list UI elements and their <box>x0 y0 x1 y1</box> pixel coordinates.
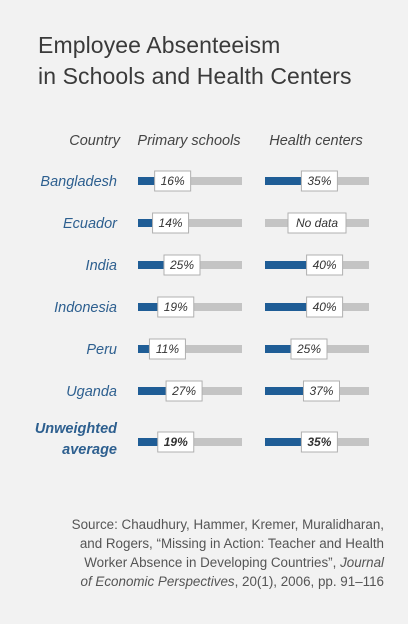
title-line-2: in Schools and Health Centers <box>38 63 352 89</box>
health-bar-peru <box>265 345 291 353</box>
source-journal-part-1: Journal <box>340 555 384 570</box>
country-label-india: India <box>86 258 117 274</box>
schools-bar-peru <box>138 345 150 353</box>
schools-label-box-india <box>163 254 201 276</box>
health-value-label-indonesia: 40% <box>313 300 337 314</box>
source-note: Source: Chaudhury, Hammer, Kremer, Mural… <box>32 515 384 591</box>
schools-value-label-unweighted-average: 19% <box>164 435 188 449</box>
country-label-bangladesh: Bangladesh <box>40 174 117 190</box>
health-bar-uganda <box>265 387 304 395</box>
schools-bar-ecuador <box>138 219 153 227</box>
health-label-box-uganda <box>302 380 340 402</box>
schools-bar-bangladesh <box>138 177 155 185</box>
country-label-uganda: Uganda <box>66 384 117 400</box>
schools-value-label-uganda: 27% <box>171 384 196 398</box>
schools-label-box-ecuador <box>152 212 190 234</box>
country-label-unweighted-average: Unweighted average <box>35 421 118 458</box>
absenteeism-chart: Country Primary schools Health centers B… <box>35 133 369 458</box>
source-line-2: and Rogers, “Missing in Action: Teacher … <box>79 536 384 551</box>
health-bar-unweighted-average <box>265 438 302 446</box>
schools-value-label-peru: 11% <box>156 342 179 356</box>
health-label-box-indonesia <box>306 296 344 318</box>
health-value-label-india: 40% <box>313 258 337 272</box>
health-value-label-bangladesh: 35% <box>307 174 331 188</box>
health-label-box-bangladesh <box>300 170 338 192</box>
health-bar-india <box>265 261 307 269</box>
header-country: Country <box>69 133 121 149</box>
health-value-label-unweighted-average: 35% <box>307 435 331 449</box>
schools-value-label-india: 25% <box>169 258 194 272</box>
header-health-centers: Health centers <box>269 133 363 149</box>
schools-bar-uganda <box>138 387 167 395</box>
schools-value-label-ecuador: 14% <box>159 216 183 230</box>
country-label-indonesia: Indonesia <box>54 300 117 316</box>
health-label-box-india <box>306 254 344 276</box>
health-bar-bangladesh <box>265 177 302 185</box>
schools-bar-unweighted-average <box>138 438 158 446</box>
schools-label-box-bangladesh <box>154 170 192 192</box>
country-label-peru: Peru <box>86 342 117 358</box>
source-line-1: Source: Chaudhury, Hammer, Kremer, Mural… <box>71 517 384 532</box>
header-primary-schools: Primary schools <box>137 133 240 149</box>
health-label-box-unweighted-average <box>300 431 338 453</box>
schools-label-box-uganda <box>165 380 203 402</box>
health-bar-indonesia <box>265 303 307 311</box>
chart-title: Employee Absenteeism in Schools and Heal… <box>38 30 352 92</box>
health-label-box-ecuador <box>287 212 347 234</box>
country-label-ecuador: Ecuador <box>63 216 118 232</box>
health-value-label-peru: 25% <box>296 342 321 356</box>
schools-value-label-bangladesh: 16% <box>161 174 185 188</box>
schools-label-box-indonesia <box>157 296 195 318</box>
schools-bar-indonesia <box>138 303 158 311</box>
schools-value-label-indonesia: 19% <box>164 300 188 314</box>
schools-label-box-peru <box>148 338 186 360</box>
health-value-label-uganda: 37% <box>309 384 333 398</box>
health-label-box-peru <box>290 338 328 360</box>
schools-track-peru <box>138 345 242 353</box>
health-value-label-ecuador: No data <box>296 216 338 230</box>
title-line-1: Employee Absenteeism <box>38 32 281 58</box>
source-line-4: , 20(1), 2006, pp. 91–116 <box>234 574 384 589</box>
schools-bar-india <box>138 261 164 269</box>
source-journal-part-2: of Economic Perspectives <box>80 574 235 589</box>
schools-track-ecuador <box>138 219 242 227</box>
schools-label-box-unweighted-average <box>157 431 195 453</box>
source-line-3: Worker Absence in Developing Countries”, <box>84 555 341 570</box>
